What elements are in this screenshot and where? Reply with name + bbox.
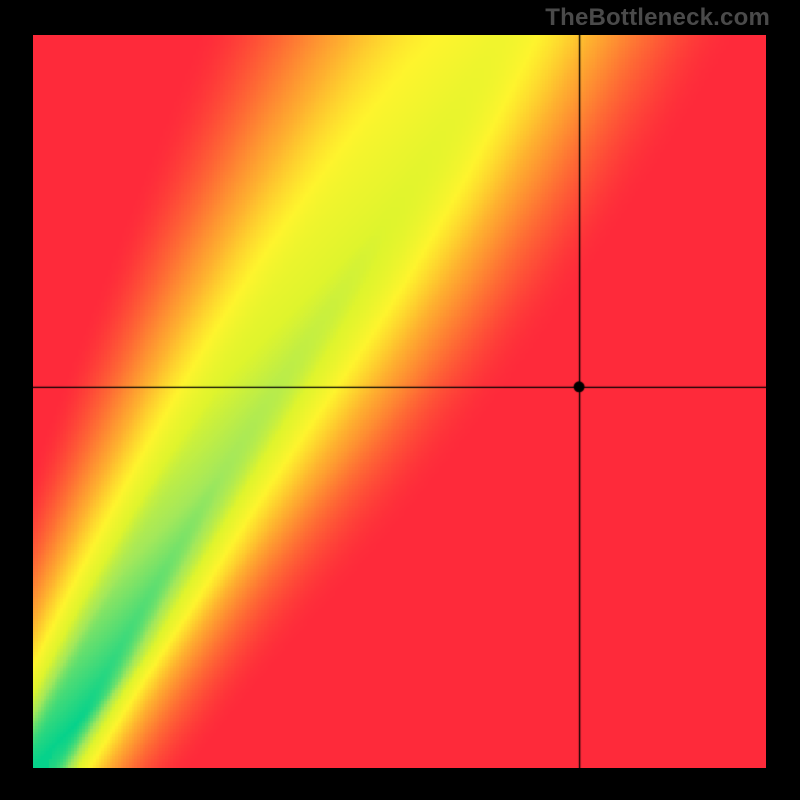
watermark-text: TheBottleneck.com bbox=[545, 4, 770, 32]
chart-container: TheBottleneck.com bbox=[0, 0, 800, 800]
bottleneck-heatmap bbox=[33, 35, 766, 768]
